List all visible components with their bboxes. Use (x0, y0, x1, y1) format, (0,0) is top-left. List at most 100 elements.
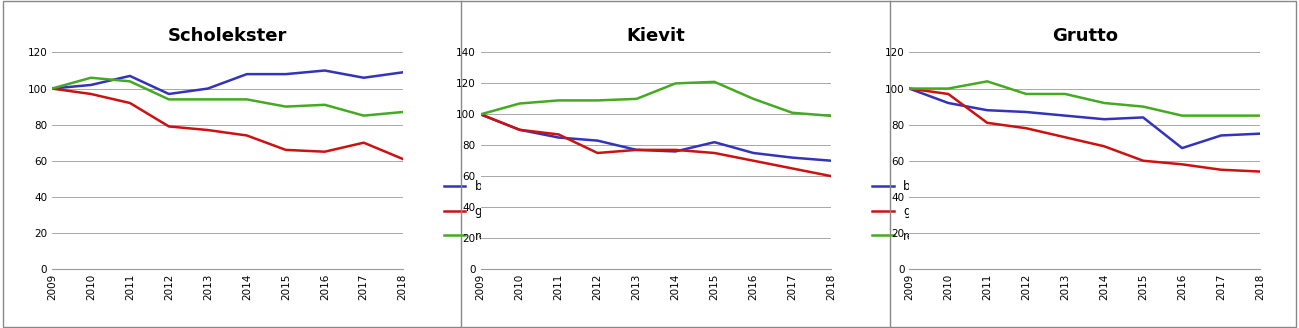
gangbaar (473, 113, 488, 116)
beheer (512, 128, 527, 132)
beheer (83, 83, 99, 87)
gangbaar (707, 151, 722, 155)
gangbaar (785, 167, 800, 171)
reservaat (629, 97, 644, 101)
Line: beheer: beheer (52, 71, 403, 94)
beheer (395, 70, 410, 74)
beheer (473, 113, 488, 116)
Line: beheer: beheer (909, 89, 1260, 148)
reservaat (1135, 105, 1151, 109)
gangbaar (551, 133, 566, 136)
beheer (1135, 115, 1151, 119)
Line: gangbaar: gangbaar (52, 89, 403, 159)
Legend: beheer, gangbaar, reservaat: beheer, gangbaar, reservaat (439, 175, 536, 247)
gangbaar (668, 148, 683, 152)
beheer (629, 148, 644, 152)
gangbaar (239, 133, 255, 137)
reservaat (278, 105, 294, 109)
gangbaar (902, 87, 917, 91)
gangbaar (200, 128, 216, 132)
gangbaar (161, 124, 177, 128)
Line: gangbaar: gangbaar (909, 89, 1260, 172)
gangbaar (746, 159, 761, 163)
beheer (824, 159, 839, 163)
gangbaar (629, 148, 644, 152)
beheer (122, 74, 138, 78)
reservaat (551, 98, 566, 102)
reservaat (83, 76, 99, 80)
beheer (940, 101, 956, 105)
beheer (746, 151, 761, 155)
beheer (551, 135, 566, 139)
reservaat (785, 111, 800, 115)
Legend: beheer, gangbaar, reservaat: beheer, gangbaar, reservaat (868, 175, 965, 247)
gangbaar (1057, 135, 1073, 139)
reservaat (512, 102, 527, 106)
Line: reservaat: reservaat (909, 81, 1260, 115)
reservaat (1213, 113, 1229, 117)
beheer (317, 69, 333, 72)
reservaat (1174, 113, 1190, 117)
reservaat (44, 87, 60, 91)
reservaat (1096, 101, 1112, 105)
beheer (1018, 110, 1034, 114)
beheer (1057, 113, 1073, 117)
beheer (44, 87, 60, 91)
reservaat (473, 113, 488, 116)
Title: Grutto: Grutto (1052, 27, 1117, 45)
beheer (707, 140, 722, 144)
reservaat (239, 97, 255, 101)
gangbaar (395, 157, 410, 161)
reservaat (1057, 92, 1073, 96)
Title: Kievit: Kievit (626, 27, 686, 45)
beheer (902, 87, 917, 91)
gangbaar (590, 151, 605, 155)
reservaat (1252, 113, 1268, 117)
beheer (785, 156, 800, 160)
reservaat (824, 114, 839, 118)
gangbaar (278, 148, 294, 152)
gangbaar (1096, 144, 1112, 148)
gangbaar (1018, 126, 1034, 130)
Title: Scholekster: Scholekster (168, 27, 287, 45)
reservaat (161, 97, 177, 101)
Line: gangbaar: gangbaar (481, 114, 831, 176)
gangbaar (1174, 162, 1190, 166)
gangbaar (824, 174, 839, 178)
beheer (161, 92, 177, 96)
reservaat (122, 79, 138, 83)
beheer (239, 72, 255, 76)
reservaat (395, 110, 410, 114)
reservaat (200, 97, 216, 101)
reservaat (746, 97, 761, 101)
gangbaar (1213, 168, 1229, 172)
reservaat (356, 113, 372, 117)
beheer (1096, 117, 1112, 121)
gangbaar (512, 128, 527, 132)
reservaat (1018, 92, 1034, 96)
beheer (1252, 132, 1268, 136)
beheer (1174, 146, 1190, 150)
beheer (356, 76, 372, 80)
gangbaar (1135, 159, 1151, 163)
Legend: beheer, gangbaar, reservaat: beheer, gangbaar, reservaat (1296, 175, 1299, 247)
reservaat (940, 87, 956, 91)
beheer (1213, 133, 1229, 137)
gangbaar (122, 101, 138, 105)
gangbaar (356, 141, 372, 145)
beheer (590, 139, 605, 143)
reservaat (317, 103, 333, 107)
gangbaar (317, 150, 333, 154)
reservaat (668, 81, 683, 85)
Line: reservaat: reservaat (481, 82, 831, 116)
Line: reservaat: reservaat (52, 78, 403, 115)
reservaat (902, 87, 917, 91)
beheer (200, 87, 216, 91)
reservaat (590, 98, 605, 102)
Line: beheer: beheer (481, 114, 831, 161)
gangbaar (44, 87, 60, 91)
gangbaar (1252, 170, 1268, 174)
beheer (278, 72, 294, 76)
gangbaar (979, 121, 995, 125)
beheer (979, 108, 995, 112)
